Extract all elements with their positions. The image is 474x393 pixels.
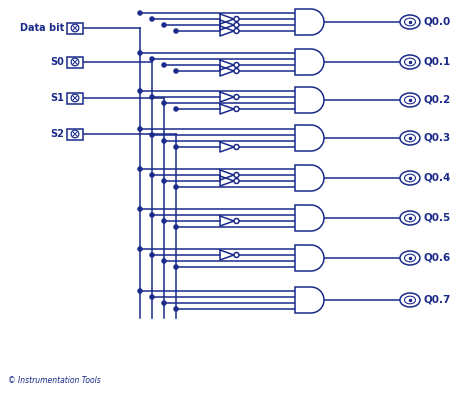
Circle shape — [137, 11, 143, 15]
Circle shape — [137, 167, 143, 171]
Circle shape — [173, 68, 179, 73]
Circle shape — [149, 252, 155, 257]
Circle shape — [71, 130, 79, 138]
Text: S2: S2 — [50, 129, 64, 139]
Text: Data bit: Data bit — [20, 23, 64, 33]
Ellipse shape — [400, 293, 420, 307]
Circle shape — [234, 22, 239, 28]
Circle shape — [137, 288, 143, 294]
Text: Q0.5: Q0.5 — [424, 213, 451, 223]
Circle shape — [234, 173, 239, 178]
PathPatch shape — [295, 125, 324, 151]
Circle shape — [71, 58, 79, 66]
Circle shape — [137, 127, 143, 132]
Circle shape — [234, 145, 239, 149]
Circle shape — [173, 264, 179, 270]
PathPatch shape — [295, 87, 324, 113]
Ellipse shape — [404, 18, 416, 26]
Ellipse shape — [400, 15, 420, 29]
Circle shape — [173, 107, 179, 112]
Circle shape — [234, 94, 239, 99]
Ellipse shape — [404, 296, 416, 304]
Circle shape — [234, 107, 239, 112]
Circle shape — [234, 68, 239, 73]
Circle shape — [234, 252, 239, 257]
FancyBboxPatch shape — [67, 92, 83, 103]
Text: S1: S1 — [50, 93, 64, 103]
Circle shape — [173, 184, 179, 189]
Circle shape — [149, 57, 155, 61]
Circle shape — [149, 213, 155, 217]
Text: Q0.2: Q0.2 — [424, 95, 451, 105]
Text: Q0.0: Q0.0 — [424, 17, 451, 27]
Circle shape — [137, 88, 143, 94]
Ellipse shape — [400, 211, 420, 225]
Text: Q0.4: Q0.4 — [424, 173, 451, 183]
Circle shape — [71, 94, 79, 102]
Circle shape — [234, 29, 239, 33]
Circle shape — [162, 259, 166, 263]
Circle shape — [162, 219, 166, 224]
Circle shape — [173, 307, 179, 312]
Ellipse shape — [400, 93, 420, 107]
Circle shape — [149, 294, 155, 299]
FancyBboxPatch shape — [67, 57, 83, 68]
PathPatch shape — [295, 287, 324, 313]
Text: S0: S0 — [50, 57, 64, 67]
Circle shape — [162, 101, 166, 105]
Ellipse shape — [404, 214, 416, 222]
Text: Q0.6: Q0.6 — [424, 253, 451, 263]
PathPatch shape — [295, 165, 324, 191]
Text: Q0.3: Q0.3 — [424, 133, 451, 143]
Text: Q0.7: Q0.7 — [424, 295, 451, 305]
Text: Q0.1: Q0.1 — [424, 57, 451, 67]
Ellipse shape — [400, 55, 420, 69]
PathPatch shape — [295, 9, 324, 35]
Circle shape — [149, 17, 155, 22]
Ellipse shape — [404, 96, 416, 104]
Circle shape — [149, 132, 155, 138]
PathPatch shape — [295, 245, 324, 271]
Circle shape — [162, 62, 166, 68]
Circle shape — [162, 138, 166, 143]
PathPatch shape — [295, 49, 324, 75]
Circle shape — [234, 62, 239, 68]
Circle shape — [137, 206, 143, 211]
Circle shape — [162, 178, 166, 184]
Text: © Instrumentation Tools: © Instrumentation Tools — [8, 376, 101, 385]
Ellipse shape — [400, 131, 420, 145]
Ellipse shape — [404, 254, 416, 262]
Circle shape — [137, 246, 143, 252]
FancyBboxPatch shape — [67, 129, 83, 140]
Ellipse shape — [400, 251, 420, 265]
Circle shape — [173, 224, 179, 230]
Circle shape — [162, 22, 166, 28]
Circle shape — [149, 173, 155, 178]
Ellipse shape — [404, 134, 416, 142]
Circle shape — [234, 178, 239, 184]
FancyBboxPatch shape — [67, 22, 83, 33]
Ellipse shape — [400, 171, 420, 185]
Circle shape — [173, 145, 179, 149]
Circle shape — [137, 50, 143, 55]
Circle shape — [173, 29, 179, 33]
Ellipse shape — [404, 174, 416, 182]
Circle shape — [234, 219, 239, 224]
Circle shape — [162, 301, 166, 305]
Circle shape — [71, 24, 79, 32]
Circle shape — [234, 17, 239, 22]
Circle shape — [149, 94, 155, 99]
PathPatch shape — [295, 205, 324, 231]
Ellipse shape — [404, 58, 416, 66]
